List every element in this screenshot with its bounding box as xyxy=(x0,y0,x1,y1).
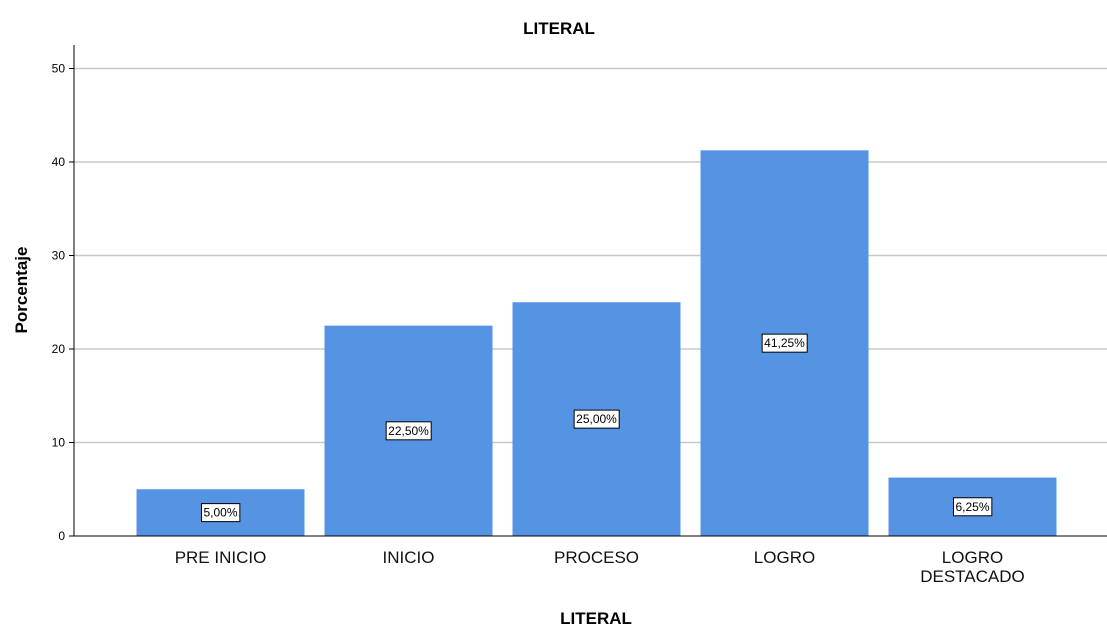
data-label-box xyxy=(573,409,620,429)
chart-title: LITERAL xyxy=(523,19,595,38)
data-label-text: 22,50% xyxy=(388,424,429,438)
data-label-box xyxy=(952,497,993,517)
data-label-box xyxy=(761,333,808,353)
data-label-text: 5,00% xyxy=(203,506,237,520)
data-label-text: 41,25% xyxy=(764,336,805,350)
gridlines xyxy=(74,67,1107,444)
x-tick-label: LOGRO xyxy=(754,548,815,567)
data-label: 41,25% xyxy=(761,333,808,353)
data-label: 25,00% xyxy=(573,409,620,429)
x-tick-label: INICIO xyxy=(383,548,435,567)
x-axis-title: LITERAL xyxy=(560,609,632,626)
y-tick-label: 20 xyxy=(52,342,66,356)
axes xyxy=(73,45,1107,537)
bars xyxy=(136,150,1057,536)
y-tick-label: 30 xyxy=(52,249,66,263)
y-axis-title: Porcentaje xyxy=(12,247,31,334)
y-tick-label: 0 xyxy=(58,529,65,543)
data-label: 5,00% xyxy=(200,503,241,523)
data-labels: 5,00% 22,50% 25,00% 41,25% 6,25% xyxy=(200,333,993,523)
data-label-text: 6,25% xyxy=(955,500,989,514)
data-label-box xyxy=(385,421,432,441)
data-label-text: 25,00% xyxy=(576,412,617,426)
x-tick-label: LOGRO DESTACADO xyxy=(920,548,1025,586)
y-tick-label: 50 xyxy=(52,62,66,76)
data-label: 6,25% xyxy=(952,497,993,517)
y-tick-label: 40 xyxy=(52,155,66,169)
x-tick-label: PROCESO xyxy=(554,548,639,567)
data-label-box xyxy=(200,503,241,523)
y-tick-label: 10 xyxy=(52,436,66,450)
data-label: 22,50% xyxy=(385,421,432,441)
x-ticks: PRE INICIO INICIO PROCESO LOGRO LOGRO DESTACA… xyxy=(175,548,1025,586)
x-tick-label: PRE INICIO xyxy=(175,548,267,567)
y-ticks: 0 10 20 30 40 50 xyxy=(52,62,74,543)
